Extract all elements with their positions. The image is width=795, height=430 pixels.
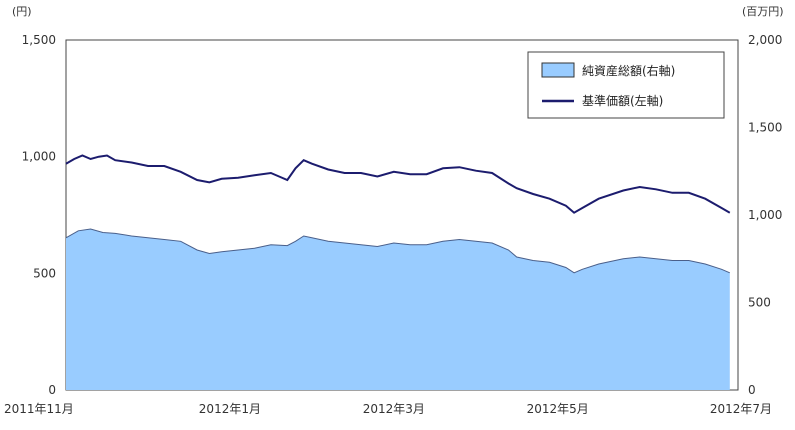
- right-axis-unit: (百万円): [742, 5, 784, 18]
- left-axis-unit: (円): [12, 5, 32, 18]
- x-tick-label: 2012年3月: [363, 402, 425, 416]
- series-line-nav: [65, 154, 731, 214]
- x-tick-label: 2011年11月: [4, 402, 74, 416]
- right-axis: 2,000 1,500 1,000 500 0: [748, 33, 782, 397]
- left-axis: 1,500 1,000 500 0: [22, 33, 56, 397]
- right-tick-label: 0: [748, 383, 756, 397]
- x-axis: 2011年11月 2012年1月 2012年3月 2012年5月 2012年7月: [4, 402, 772, 416]
- left-tick-label: 1,500: [22, 33, 56, 47]
- left-tick-label: 0: [48, 383, 56, 397]
- series-area-net-assets: [66, 229, 730, 390]
- right-tick-label: 1,000: [748, 208, 782, 222]
- x-tick-label: 2012年5月: [527, 402, 589, 416]
- x-tick-label: 2012年7月: [710, 402, 772, 416]
- series-area-net-assets-edge: [65, 228, 730, 274]
- legend-box: [527, 51, 725, 119]
- legend-label-nav: 基準価額(左軸): [582, 93, 663, 108]
- left-tick-label: 1,000: [22, 150, 56, 164]
- right-tick-label: 500: [748, 296, 771, 310]
- series-layer: [65, 154, 731, 390]
- x-tick-label: 2012年1月: [199, 402, 261, 416]
- legend-swatch-net-assets: [541, 62, 575, 78]
- legend: 純資産総額(右軸) 基準価額(左軸): [527, 51, 725, 119]
- left-tick-label: 500: [33, 266, 56, 280]
- legend-label-net-assets: 純資産総額(右軸): [582, 63, 675, 78]
- right-tick-label: 2,000: [748, 33, 782, 47]
- right-tick-label: 1,500: [748, 121, 782, 135]
